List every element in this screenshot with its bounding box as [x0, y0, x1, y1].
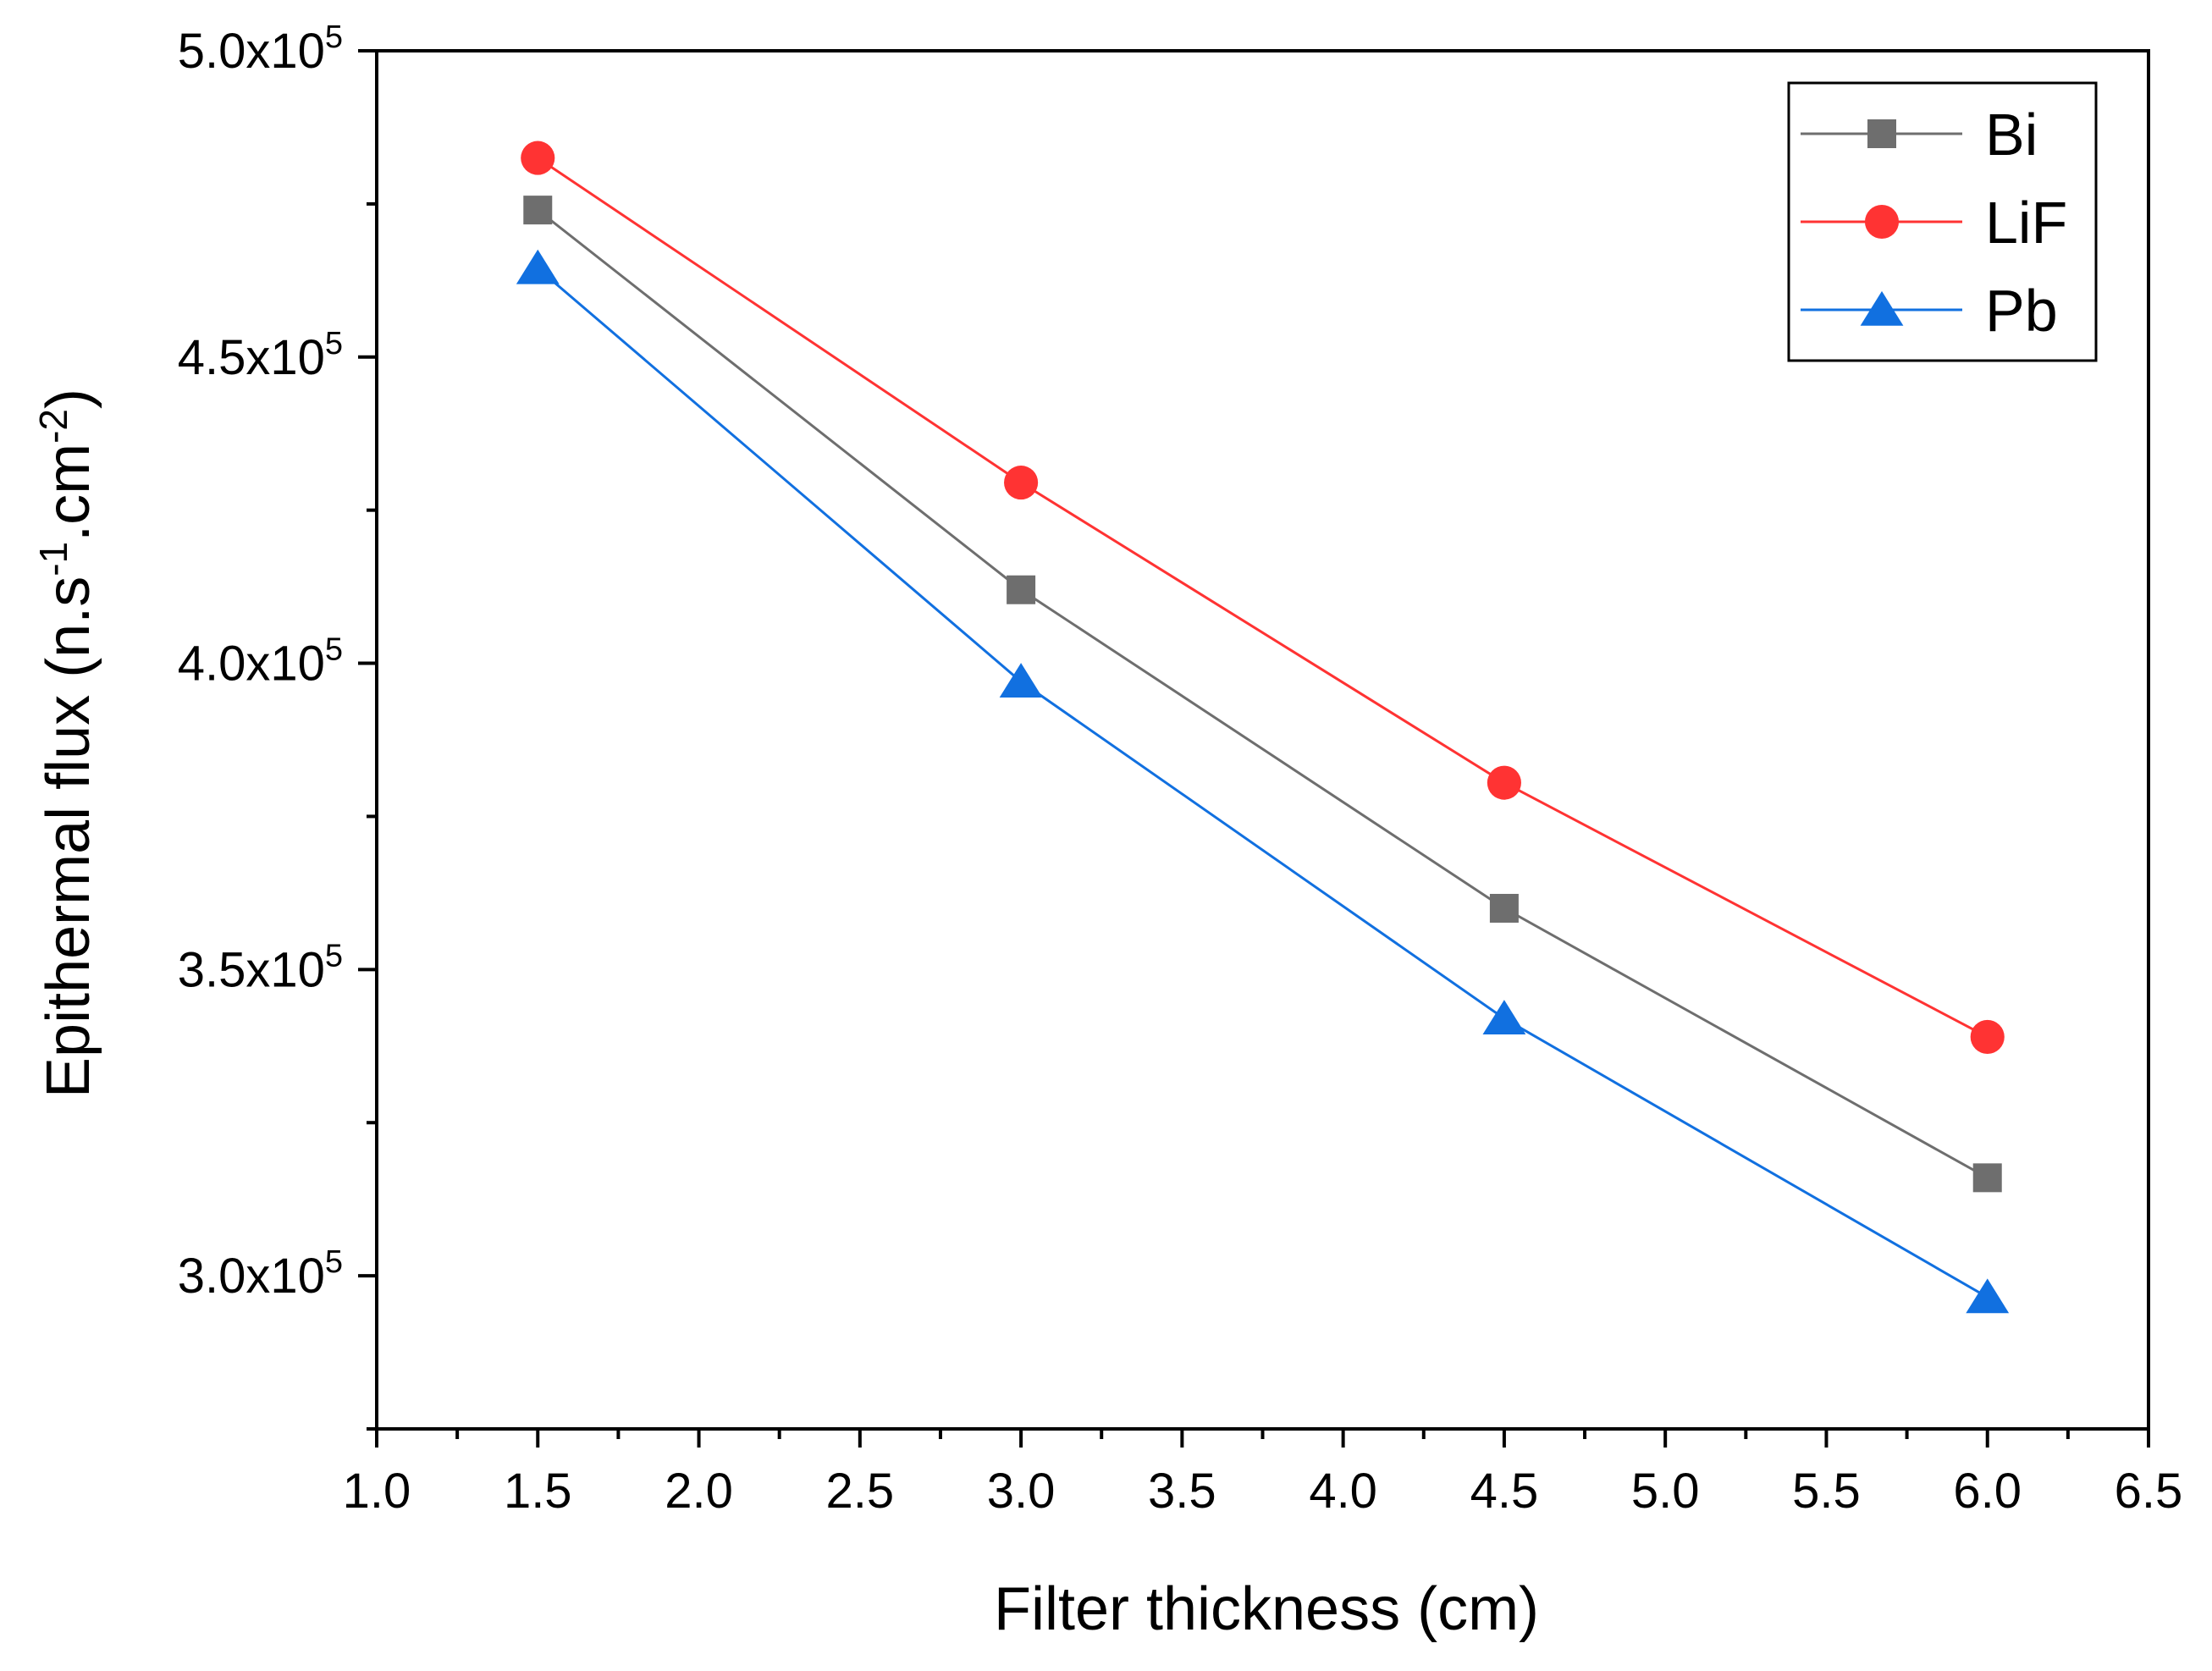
y-axis: 3.0x105 3.5x105 4.0x105 4.5x105 5.0x105 — [178, 19, 377, 1431]
series-pb-point — [1482, 1000, 1526, 1035]
series-lif — [521, 141, 2005, 1054]
x-tick-label: 5.0 — [1631, 1464, 1700, 1519]
legend: Bi LiF Pb — [1787, 81, 2098, 362]
x-axis: 1.0 1.5 2.0 2.5 3.0 3.5 4.0 4.5 5.0 5.5 6.0 6.5 — [343, 1429, 2183, 1519]
series-lif-point — [521, 141, 555, 175]
x-tick-label: 3.0 — [987, 1464, 1056, 1519]
legend-label-lif: LiF — [1985, 190, 2067, 256]
series-pb-point — [516, 249, 560, 284]
legend-label-pb: Pb — [1985, 278, 2058, 344]
series-pb — [516, 249, 2010, 1314]
series-bi — [523, 196, 2002, 1193]
series-bi-point — [523, 196, 553, 225]
x-tick-label: 6.0 — [1953, 1464, 2022, 1519]
series-lif-line — [537, 157, 1989, 1039]
x-tick-label: 6.5 — [2115, 1464, 2183, 1519]
y-tick-label: 3.0x105 — [178, 1244, 343, 1304]
y-tick-label: 5.0x105 — [178, 19, 343, 79]
x-tick-label: 5.5 — [1792, 1464, 1861, 1519]
y-tick-label: 4.0x105 — [178, 632, 343, 692]
legend-marker-bi — [1867, 119, 1896, 148]
series-lif-point — [1004, 466, 1039, 500]
x-tick-label: 1.5 — [504, 1464, 572, 1519]
x-axis-title: Filter thickness (cm) — [994, 1575, 1539, 1643]
x-tick-label: 2.0 — [665, 1464, 733, 1519]
series-layer — [516, 141, 2010, 1314]
x-tick-label: 2.5 — [825, 1464, 894, 1519]
legend-marker-lif — [1864, 204, 1900, 240]
x-tick-label: 3.5 — [1148, 1464, 1216, 1519]
y-axis-title: Epithermal flux (n.s-1.cm-2) — [31, 389, 102, 1098]
series-bi-line — [537, 208, 1989, 1179]
x-tick-label: 1.0 — [343, 1464, 411, 1519]
series-lif-point — [1487, 765, 1521, 800]
legend-label-bi: Bi — [1985, 102, 2038, 168]
series-pb-point — [1966, 1278, 2010, 1314]
x-tick-label: 4.0 — [1309, 1464, 1377, 1519]
series-bi-point — [1972, 1163, 2002, 1193]
x-tick-label: 4.5 — [1470, 1464, 1539, 1519]
series-pb-point — [999, 663, 1043, 698]
y-tick-label: 4.5x105 — [178, 326, 343, 385]
y-tick-label: 3.5x105 — [178, 938, 343, 997]
series-bi-point — [1489, 893, 1519, 923]
legend-marker-pb — [1860, 290, 1904, 326]
series-lif-point — [1970, 1019, 2005, 1054]
series-bi-point — [1007, 575, 1036, 604]
series-pb-line — [537, 267, 1989, 1299]
